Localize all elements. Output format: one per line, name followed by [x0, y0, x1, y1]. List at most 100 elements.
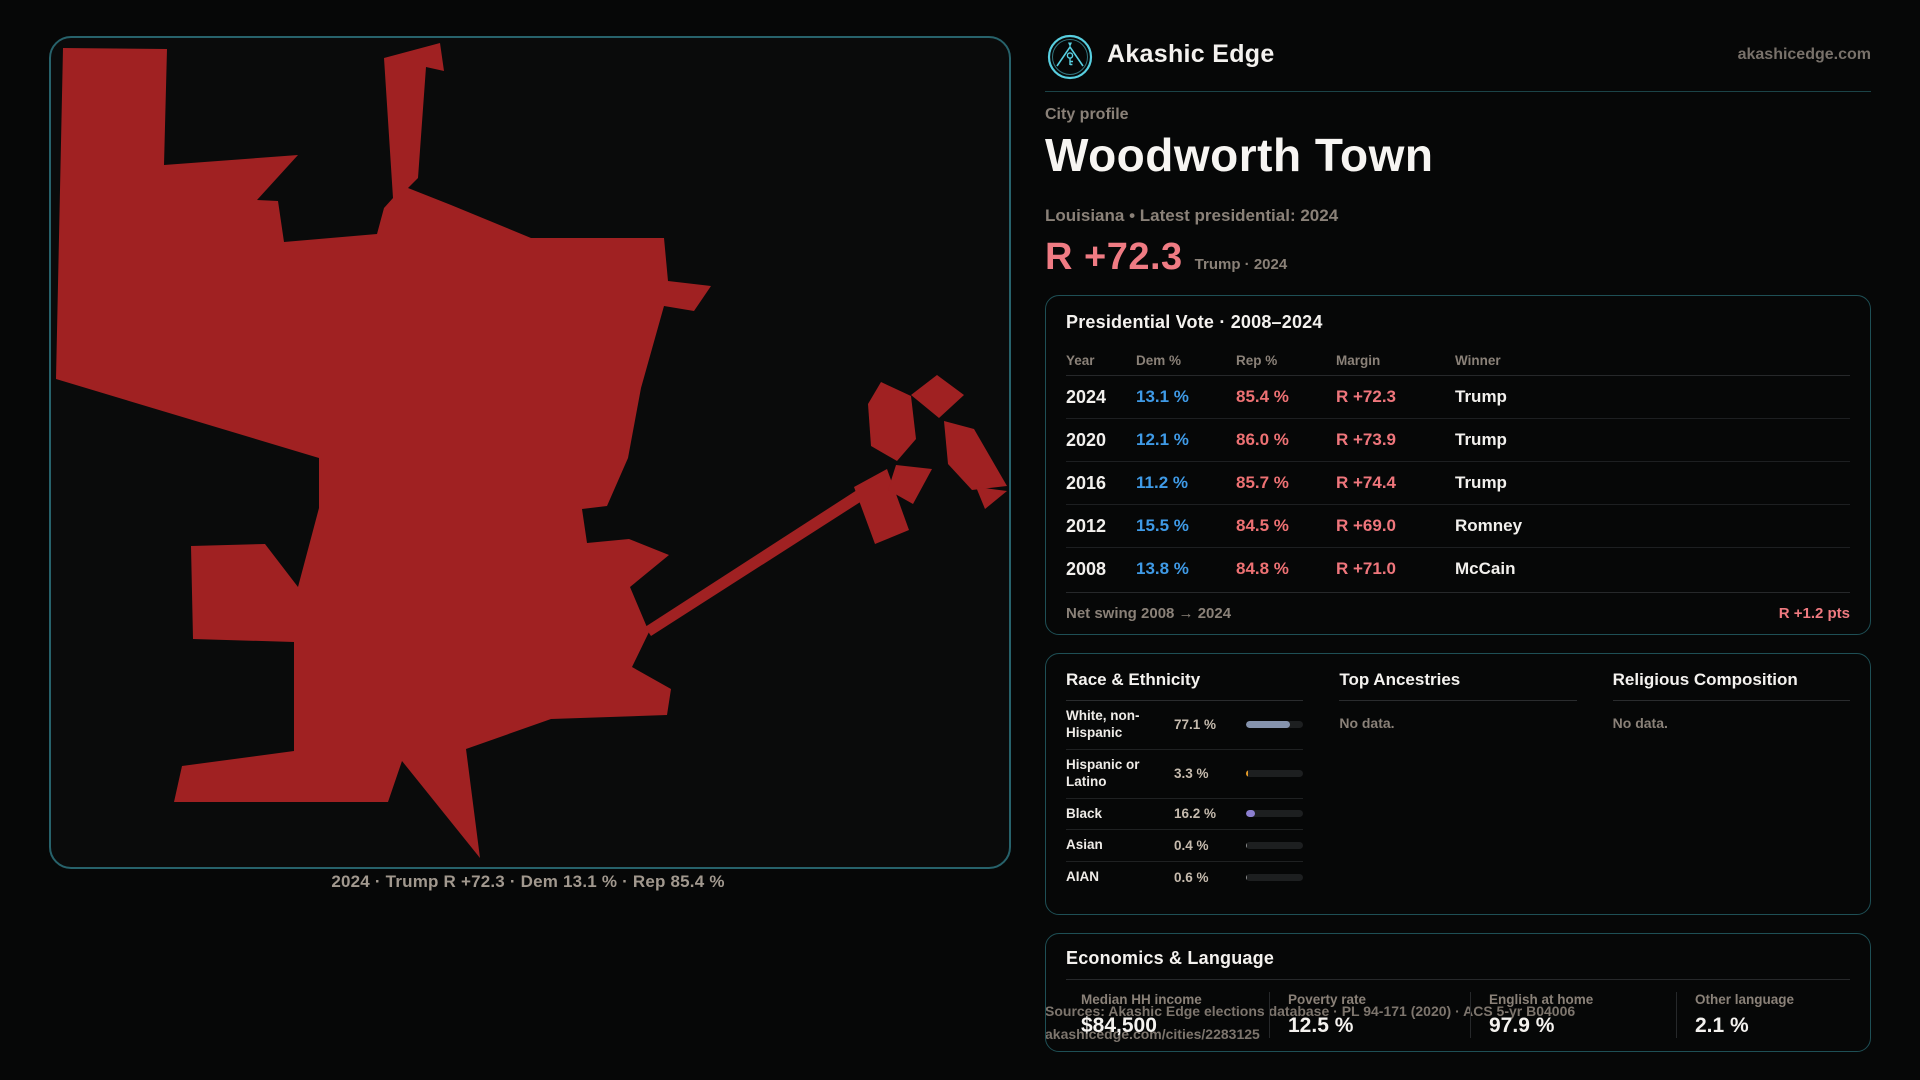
- stat-poverty-rate: Poverty rate 12.5 %: [1269, 992, 1470, 1038]
- header-divider: [1045, 91, 1871, 92]
- header: Akashic Edge akashicedge.com: [1045, 32, 1871, 82]
- ancestries-section-title: Top Ancestries: [1339, 670, 1577, 701]
- footer-sources: Sources: Akashic Edge elections database…: [1045, 1003, 1576, 1019]
- brand-logo-icon: [1047, 34, 1093, 80]
- table-row: 2008 13.8 % 84.8 % R +71.0 McCain: [1066, 548, 1850, 590]
- presidential-panel-title: Presidential Vote · 2008–2024: [1066, 312, 1323, 332]
- top-ancestries-section: Top Ancestries No data.: [1339, 670, 1577, 893]
- brand-domain-link[interactable]: akashicedge.com: [1737, 46, 1871, 63]
- religious-composition-section: Religious Composition No data.: [1612, 670, 1850, 893]
- stat-value: 12.5 %: [1288, 1014, 1354, 1037]
- stat-value: 2.1 %: [1695, 1014, 1749, 1037]
- stat-median-income: Median HH income $84,500: [1066, 992, 1269, 1038]
- stat-label: Median HH income: [1081, 992, 1202, 1007]
- cell-winner: McCain: [1455, 559, 1516, 578]
- cell-winner: Trump: [1455, 473, 1507, 492]
- race-value: 3.3 %: [1174, 766, 1209, 782]
- economics-panel-title: Economics & Language: [1066, 948, 1275, 968]
- col-margin: Margin: [1336, 352, 1381, 368]
- cell-year: 2024: [1066, 386, 1107, 407]
- race-row: Asian 0.4 %: [1066, 830, 1304, 863]
- stat-english-at-home: English at home 97.9 %: [1470, 992, 1676, 1038]
- stat-value: $84,500: [1081, 1014, 1157, 1037]
- demographics-panel: Race & Ethnicity White, non-Hispanic 77.…: [1045, 653, 1871, 915]
- table-row: 2024 13.1 % 85.4 % R +72.3 Trump: [1066, 376, 1850, 419]
- race-label: AIAN: [1066, 869, 1099, 885]
- cell-rep: 85.4 %: [1236, 387, 1289, 406]
- race-label: Asian: [1066, 837, 1103, 853]
- race-label: White, non-Hispanic: [1066, 708, 1140, 740]
- net-swing-value: R +1.2 pts: [1778, 604, 1850, 622]
- town-shape-svg: [56, 43, 1007, 858]
- stat-label: Other language: [1695, 992, 1795, 1007]
- cell-year: 2012: [1066, 515, 1107, 536]
- col-year: Year: [1066, 352, 1095, 368]
- right-column: Akashic Edge akashicedge.com City profil…: [1045, 0, 1871, 1080]
- cell-winner: Trump: [1455, 387, 1507, 406]
- cell-dem: 11.2 %: [1136, 473, 1188, 492]
- cell-dem: 12.1 %: [1136, 430, 1189, 449]
- economics-stats: Median HH income $84,500 Poverty rate 12…: [1066, 992, 1850, 1038]
- stat-other-language: Other language 2.1 %: [1676, 992, 1850, 1038]
- race-section-title: Race & Ethnicity: [1066, 670, 1304, 701]
- cell-margin: R +71.0: [1336, 559, 1397, 578]
- cell-rep: 84.5 %: [1236, 516, 1289, 535]
- subtitle: Louisiana • Latest presidential: 2024: [1045, 206, 1339, 225]
- cell-rep: 85.7 %: [1236, 473, 1289, 492]
- race-value: 16.2 %: [1174, 806, 1217, 822]
- race-bar: [1246, 874, 1304, 882]
- cell-winner: Trump: [1455, 430, 1507, 449]
- presidential-vote-panel: Presidential Vote · 2008–2024 Year Dem %…: [1045, 295, 1871, 635]
- race-bar: [1246, 770, 1304, 778]
- cell-dem: 15.5 %: [1136, 516, 1189, 535]
- headline-margin-value: R +72.3: [1045, 236, 1183, 278]
- race-row: Black 16.2 %: [1066, 799, 1304, 831]
- col-winner: Winner: [1455, 352, 1501, 368]
- race-value: 77.1 %: [1174, 717, 1217, 733]
- race-bar: [1246, 810, 1304, 818]
- table-row: 2012 15.5 % 84.5 % R +69.0 Romney: [1066, 505, 1850, 548]
- race-bar-fill: [1246, 770, 1248, 778]
- race-value: 0.4 %: [1174, 838, 1209, 854]
- cell-dem: 13.1 %: [1136, 387, 1189, 406]
- stat-value: 97.9 %: [1489, 1014, 1555, 1037]
- brand-name: Akashic Edge: [1107, 40, 1275, 68]
- race-bar: [1246, 842, 1304, 850]
- table-row: 2016 11.2 % 85.7 % R +74.4 Trump: [1066, 462, 1850, 505]
- table-row: 2020 12.1 % 86.0 % R +73.9 Trump: [1066, 419, 1850, 462]
- cell-winner: Romney: [1455, 516, 1523, 535]
- cell-margin: R +73.9: [1336, 430, 1397, 449]
- kicker: City profile: [1045, 106, 1129, 123]
- map-caption: 2024 · Trump R +72.3 · Dem 13.1 % · Rep …: [331, 872, 725, 891]
- race-row: AIAN 0.6 %: [1066, 862, 1304, 893]
- race-bar: [1246, 721, 1304, 729]
- religion-empty-text: No data.: [1612, 715, 1668, 731]
- stat-label: English at home: [1489, 992, 1594, 1007]
- cell-rep: 84.8 %: [1236, 559, 1289, 578]
- net-swing-row: Net swing 2008 → 2024 R +1.2 pts: [1066, 592, 1850, 633]
- footer-permalink[interactable]: akashicedge.com/cities/2283125: [1045, 1026, 1260, 1042]
- race-bar-fill: [1246, 810, 1256, 818]
- headline-margin-row: R +72.3 Trump · 2024: [1045, 236, 1287, 279]
- table-header-row: Year Dem % Rep % Margin Winner: [1066, 345, 1850, 376]
- race-row: White, non-Hispanic 77.1 %: [1066, 701, 1304, 750]
- col-dem: Dem %: [1136, 352, 1182, 368]
- presidential-table: Year Dem % Rep % Margin Winner 2024 13.1…: [1066, 345, 1850, 590]
- cell-year: 2020: [1066, 429, 1107, 450]
- ancestries-empty-text: No data.: [1339, 715, 1395, 731]
- cell-dem: 13.8 %: [1136, 559, 1189, 578]
- headline-margin-context: Trump · 2024: [1194, 256, 1288, 273]
- col-rep: Rep %: [1236, 352, 1278, 368]
- map-panel: [49, 36, 1011, 869]
- economics-panel: Economics & Language Median HH income $8…: [1045, 933, 1871, 1052]
- cell-year: 2016: [1066, 472, 1107, 493]
- cell-margin: R +74.4: [1336, 473, 1397, 492]
- race-label: Black: [1066, 805, 1103, 821]
- race-ethnicity-section: Race & Ethnicity White, non-Hispanic 77.…: [1066, 670, 1304, 893]
- economics-divider: [1066, 979, 1850, 980]
- cell-margin: R +72.3: [1336, 387, 1397, 406]
- page-title: Woodworth Town: [1045, 129, 1434, 181]
- cell-rep: 86.0 %: [1236, 430, 1289, 449]
- religion-section-title: Religious Composition: [1612, 670, 1850, 701]
- cell-year: 2008: [1066, 558, 1107, 579]
